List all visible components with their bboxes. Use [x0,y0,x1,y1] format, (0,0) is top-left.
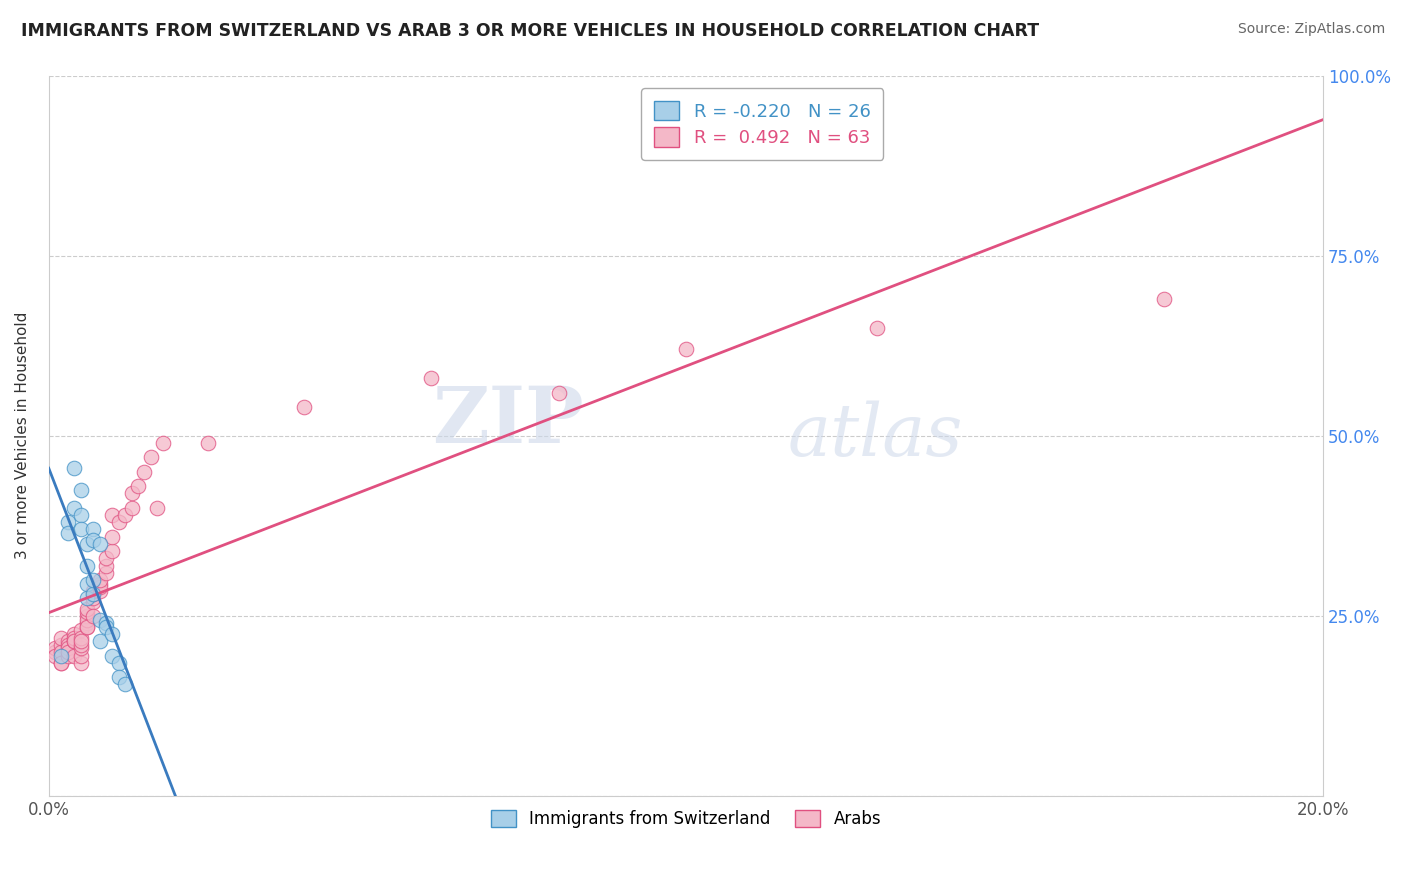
Point [94,620,117,634]
Point [1153,292,1175,306]
Point [82,591,104,605]
Point [127,479,149,493]
Point [101,530,124,544]
Point [63,634,86,648]
Point [63,461,86,475]
Point [63,631,86,645]
Point [82,523,104,537]
Point [89,573,111,587]
Point [121,486,143,500]
Point [69,656,91,670]
Point [63,627,86,641]
Point [51,638,73,652]
Point [139,450,162,465]
Point [420,371,443,385]
Point [89,576,111,591]
Point [51,656,73,670]
Point [76,616,98,631]
Point [94,551,117,566]
Point [76,620,98,634]
Point [94,566,117,580]
Point [76,558,98,573]
Point [76,605,98,619]
Point [82,609,104,624]
Point [108,670,131,684]
Point [675,343,697,357]
Point [89,613,111,627]
Point [76,576,98,591]
Point [76,620,98,634]
Point [69,523,91,537]
Point [108,516,131,530]
Point [76,537,98,551]
Point [56,526,79,541]
Point [44,645,66,659]
Point [56,648,79,663]
Point [94,616,117,631]
Point [82,583,104,598]
Point [101,627,124,641]
Point [69,483,91,497]
Point [56,645,79,659]
Point [76,591,98,605]
Point [69,641,91,656]
Point [56,638,79,652]
Point [82,594,104,608]
Point [82,587,104,601]
Point [101,508,124,522]
Point [82,533,104,548]
Point [76,601,98,615]
Point [108,656,131,670]
Point [69,638,91,652]
Point [134,465,156,479]
Legend: Immigrants from Switzerland, Arabs: Immigrants from Switzerland, Arabs [484,803,889,835]
Point [101,648,124,663]
Point [63,648,86,663]
Point [547,385,569,400]
Point [121,500,143,515]
Point [197,436,219,450]
Point [56,641,79,656]
Point [76,613,98,627]
Point [69,624,91,638]
Point [63,634,86,648]
Point [56,634,79,648]
Point [146,500,169,515]
Point [44,641,66,656]
Point [114,508,136,522]
Point [114,677,136,691]
Point [69,631,91,645]
Point [69,508,91,522]
Text: IMMIGRANTS FROM SWITZERLAND VS ARAB 3 OR MORE VEHICLES IN HOUSEHOLD CORRELATION : IMMIGRANTS FROM SWITZERLAND VS ARAB 3 OR… [21,22,1039,40]
Point [56,516,79,530]
Point [89,583,111,598]
Text: atlas: atlas [787,401,963,471]
Point [82,573,104,587]
Point [63,500,86,515]
Text: ZIP: ZIP [433,384,583,459]
Point [101,544,124,558]
Point [152,436,174,450]
Point [292,400,315,414]
Y-axis label: 3 or more Vehicles in Household: 3 or more Vehicles in Household [15,312,30,559]
Point [51,631,73,645]
Point [82,587,104,601]
Point [89,634,111,648]
Point [89,580,111,594]
Point [76,609,98,624]
Point [69,634,91,648]
Point [89,537,111,551]
Point [44,648,66,663]
Point [866,320,889,334]
Point [69,648,91,663]
Point [51,648,73,663]
Point [51,645,73,659]
Point [94,558,117,573]
Text: Source: ZipAtlas.com: Source: ZipAtlas.com [1237,22,1385,37]
Point [51,656,73,670]
